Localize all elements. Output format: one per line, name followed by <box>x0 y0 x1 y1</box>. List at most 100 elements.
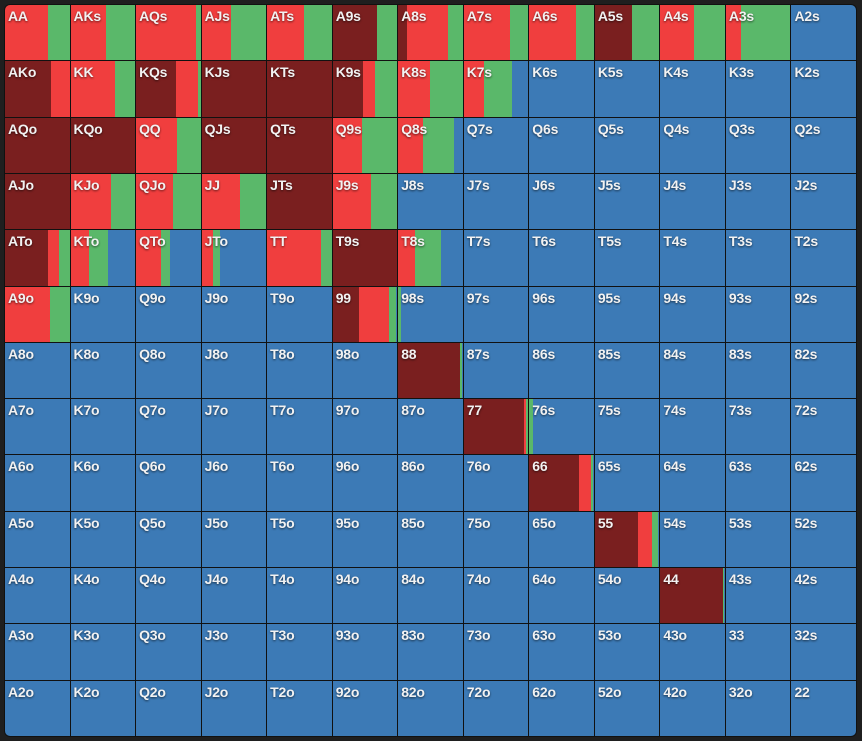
hand-cell-72o[interactable]: 72o <box>463 680 529 736</box>
hand-cell-K8o[interactable]: K8o <box>70 342 136 399</box>
hand-cell-95s[interactable]: 95s <box>594 286 660 342</box>
hand-cell-Q2s[interactable]: Q2s <box>791 117 856 173</box>
hand-cell-99[interactable]: 99 <box>332 286 398 342</box>
hand-cell-K2s[interactable]: K2s <box>791 61 856 117</box>
hand-cell-65o[interactable]: 65o <box>529 511 594 568</box>
hand-cell-Q4s[interactable]: Q4s <box>660 117 725 173</box>
hand-cell-97s[interactable]: 97s <box>463 286 529 342</box>
hand-cell-87s[interactable]: 87s <box>463 342 529 399</box>
hand-cell-K3s[interactable]: K3s <box>725 61 791 117</box>
hand-cell-A5s[interactable]: A5s <box>594 5 660 61</box>
hand-cell-52o[interactable]: 52o <box>594 680 660 736</box>
hand-cell-Q6s[interactable]: Q6s <box>529 117 594 173</box>
hand-cell-92o[interactable]: 92o <box>332 680 398 736</box>
hand-cell-A9o[interactable]: A9o <box>5 286 70 342</box>
hand-cell-T7s[interactable]: T7s <box>463 230 529 286</box>
hand-cell-K2o[interactable]: K2o <box>70 680 136 736</box>
hand-cell-64s[interactable]: 64s <box>660 455 725 511</box>
hand-cell-KK[interactable]: KK <box>70 61 136 117</box>
hand-cell-85s[interactable]: 85s <box>594 342 660 399</box>
hand-cell-J2o[interactable]: J2o <box>201 680 267 736</box>
hand-cell-73s[interactable]: 73s <box>725 399 791 455</box>
hand-cell-88[interactable]: 88 <box>398 342 463 399</box>
hand-cell-Q9s[interactable]: Q9s <box>332 117 398 173</box>
hand-cell-K7o[interactable]: K7o <box>70 399 136 455</box>
hand-cell-K6s[interactable]: K6s <box>529 61 594 117</box>
hand-cell-Q7s[interactable]: Q7s <box>463 117 529 173</box>
hand-cell-J6s[interactable]: J6s <box>529 173 594 230</box>
hand-cell-96s[interactable]: 96s <box>529 286 594 342</box>
hand-cell-93o[interactable]: 93o <box>332 624 398 680</box>
hand-cell-73o[interactable]: 73o <box>463 624 529 680</box>
hand-cell-K7s[interactable]: K7s <box>463 61 529 117</box>
hand-cell-K4s[interactable]: K4s <box>660 61 725 117</box>
hand-cell-T8o[interactable]: T8o <box>267 342 332 399</box>
hand-cell-Q8s[interactable]: Q8s <box>398 117 463 173</box>
hand-cell-QQ[interactable]: QQ <box>136 117 201 173</box>
hand-cell-T9s[interactable]: T9s <box>332 230 398 286</box>
hand-cell-77[interactable]: 77 <box>463 399 529 455</box>
hand-cell-QTo[interactable]: QTo <box>136 230 201 286</box>
hand-cell-92s[interactable]: 92s <box>791 286 856 342</box>
hand-cell-AJs[interactable]: AJs <box>201 5 267 61</box>
hand-cell-T3s[interactable]: T3s <box>725 230 791 286</box>
hand-cell-AKs[interactable]: AKs <box>70 5 136 61</box>
hand-cell-T6s[interactable]: T6s <box>529 230 594 286</box>
hand-cell-82o[interactable]: 82o <box>398 680 463 736</box>
hand-cell-QJo[interactable]: QJo <box>136 173 201 230</box>
hand-cell-A4s[interactable]: A4s <box>660 5 725 61</box>
hand-cell-Q5s[interactable]: Q5s <box>594 117 660 173</box>
hand-cell-65s[interactable]: 65s <box>594 455 660 511</box>
hand-cell-76o[interactable]: 76o <box>463 455 529 511</box>
hand-cell-J3o[interactable]: J3o <box>201 624 267 680</box>
hand-cell-AKo[interactable]: AKo <box>5 61 70 117</box>
hand-cell-64o[interactable]: 64o <box>529 568 594 624</box>
hand-cell-A4o[interactable]: A4o <box>5 568 70 624</box>
hand-cell-96o[interactable]: 96o <box>332 455 398 511</box>
hand-cell-T4o[interactable]: T4o <box>267 568 332 624</box>
hand-cell-T7o[interactable]: T7o <box>267 399 332 455</box>
hand-cell-Q2o[interactable]: Q2o <box>136 680 201 736</box>
hand-cell-53o[interactable]: 53o <box>594 624 660 680</box>
hand-cell-J7s[interactable]: J7s <box>463 173 529 230</box>
hand-cell-AJo[interactable]: AJo <box>5 173 70 230</box>
hand-cell-Q8o[interactable]: Q8o <box>136 342 201 399</box>
hand-cell-A2s[interactable]: A2s <box>791 5 856 61</box>
hand-cell-62s[interactable]: 62s <box>791 455 856 511</box>
hand-cell-94s[interactable]: 94s <box>660 286 725 342</box>
hand-cell-42s[interactable]: 42s <box>791 568 856 624</box>
hand-cell-82s[interactable]: 82s <box>791 342 856 399</box>
hand-cell-A8o[interactable]: A8o <box>5 342 70 399</box>
hand-cell-33[interactable]: 33 <box>725 624 791 680</box>
hand-cell-84o[interactable]: 84o <box>398 568 463 624</box>
hand-cell-J3s[interactable]: J3s <box>725 173 791 230</box>
hand-cell-JJ[interactable]: JJ <box>201 173 267 230</box>
hand-cell-53s[interactable]: 53s <box>725 511 791 568</box>
hand-cell-T2o[interactable]: T2o <box>267 680 332 736</box>
hand-cell-A3o[interactable]: A3o <box>5 624 70 680</box>
hand-cell-KTs[interactable]: KTs <box>267 61 332 117</box>
hand-cell-83o[interactable]: 83o <box>398 624 463 680</box>
hand-cell-Q4o[interactable]: Q4o <box>136 568 201 624</box>
hand-cell-J4s[interactable]: J4s <box>660 173 725 230</box>
hand-cell-KTo[interactable]: KTo <box>70 230 136 286</box>
hand-cell-T6o[interactable]: T6o <box>267 455 332 511</box>
hand-cell-K8s[interactable]: K8s <box>398 61 463 117</box>
hand-cell-Q3o[interactable]: Q3o <box>136 624 201 680</box>
hand-cell-55[interactable]: 55 <box>594 511 660 568</box>
hand-cell-K5o[interactable]: K5o <box>70 511 136 568</box>
hand-cell-ATo[interactable]: ATo <box>5 230 70 286</box>
hand-cell-QTs[interactable]: QTs <box>267 117 332 173</box>
hand-cell-J7o[interactable]: J7o <box>201 399 267 455</box>
hand-cell-86s[interactable]: 86s <box>529 342 594 399</box>
hand-cell-63o[interactable]: 63o <box>529 624 594 680</box>
hand-cell-AQo[interactable]: AQo <box>5 117 70 173</box>
hand-cell-52s[interactable]: 52s <box>791 511 856 568</box>
hand-cell-42o[interactable]: 42o <box>660 680 725 736</box>
hand-cell-J2s[interactable]: J2s <box>791 173 856 230</box>
hand-cell-K9o[interactable]: K9o <box>70 286 136 342</box>
hand-cell-Q7o[interactable]: Q7o <box>136 399 201 455</box>
hand-cell-86o[interactable]: 86o <box>398 455 463 511</box>
hand-cell-43o[interactable]: 43o <box>660 624 725 680</box>
hand-cell-63s[interactable]: 63s <box>725 455 791 511</box>
